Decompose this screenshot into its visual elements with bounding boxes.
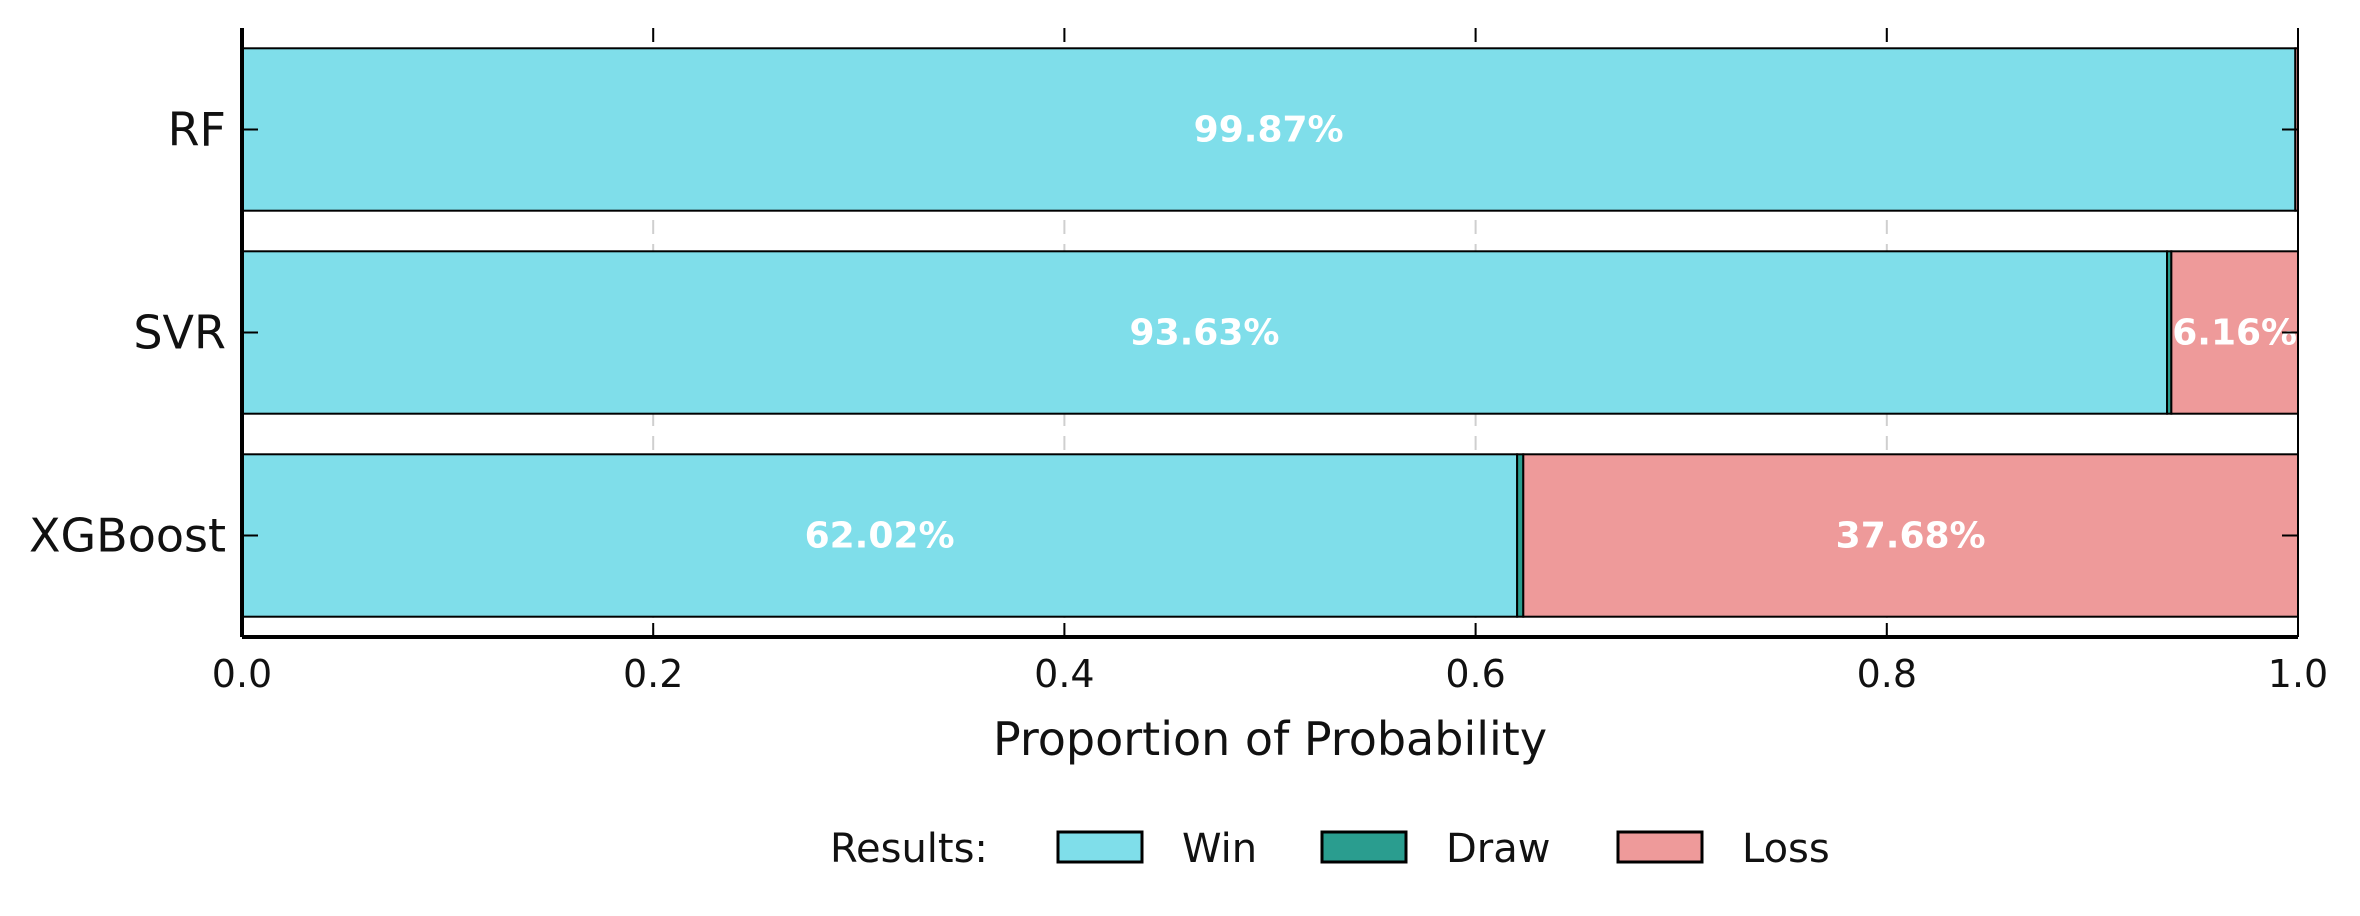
legend-label-win: Win <box>1182 826 1257 872</box>
data-label: 6.16% <box>2172 313 2297 354</box>
x-tick-label: 0.6 <box>1445 652 1505 696</box>
x-tick-label: 0.0 <box>212 652 272 696</box>
x-tick-label: 0.4 <box>1034 652 1094 696</box>
axes <box>240 28 2299 639</box>
bar-segment-win <box>241 250 2169 415</box>
data-label: 62.02% <box>805 516 955 557</box>
legend-label-draw: Draw <box>1446 826 1550 872</box>
legend-title: Results: <box>830 826 988 872</box>
legend-label-loss: Loss <box>1742 826 1830 872</box>
data-label: 93.63% <box>1130 313 1280 354</box>
bar-segment-win <box>241 453 1519 618</box>
bars: 99.87% 93.63% 6.16% 62.02% 37.68% <box>241 47 2299 618</box>
x-tick-labels: 0.0 0.2 0.4 0.6 0.8 1.0 <box>212 652 2328 696</box>
x-tick-label: 1.0 <box>2268 652 2328 696</box>
data-label: 99.87% <box>1194 110 1344 151</box>
legend-swatch-loss <box>1616 830 1704 864</box>
y-tick-label: RF <box>168 103 226 157</box>
y-tick-labels: RF SVR XGBoost <box>29 103 226 563</box>
data-label: 37.68% <box>1836 516 1986 557</box>
x-axis-label: Proportion of Probability <box>993 712 1547 766</box>
legend: Results: Win Draw Loss <box>830 826 1830 872</box>
y-tick-label: SVR <box>133 306 226 360</box>
legend-swatch-win <box>1056 830 1144 864</box>
x-tick-label: 0.2 <box>623 652 683 696</box>
legend-swatch-draw <box>1320 830 1408 864</box>
bar-segment-win <box>241 47 2297 212</box>
y-tick-label: XGBoost <box>29 509 226 563</box>
bar-segment-loss <box>1522 453 2299 618</box>
x-tick-label: 0.8 <box>1857 652 1917 696</box>
